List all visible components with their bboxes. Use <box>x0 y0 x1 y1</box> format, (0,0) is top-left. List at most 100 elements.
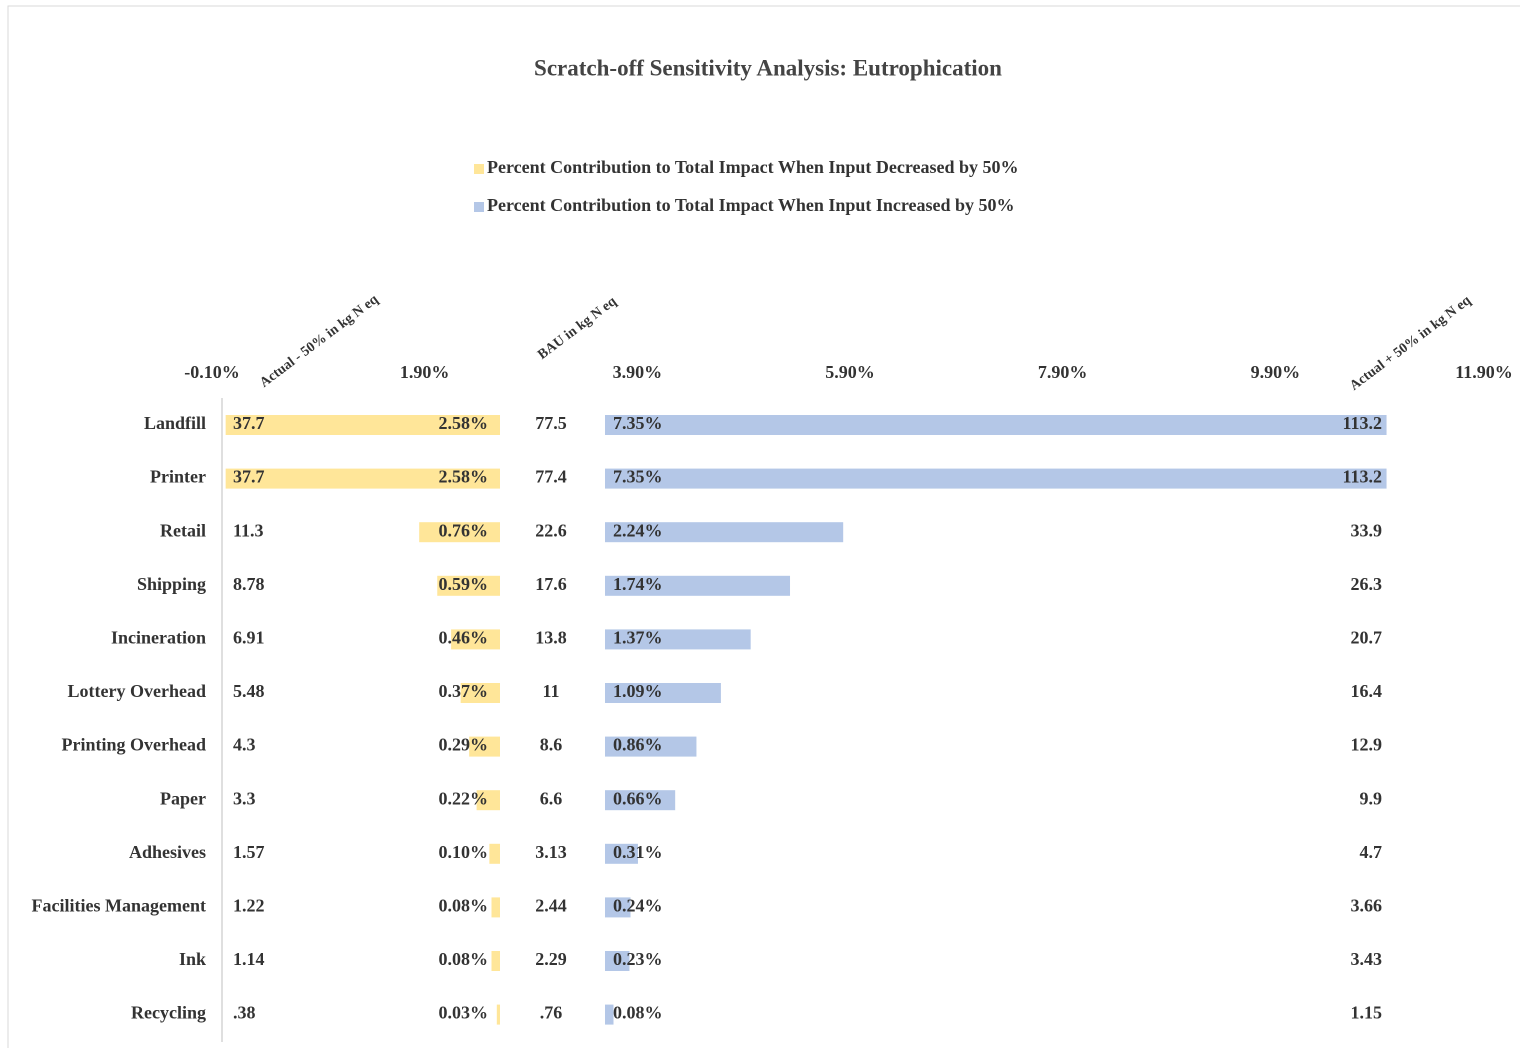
bar-increased <box>605 575 791 596</box>
column-value: 9.9 <box>1360 788 1383 808</box>
bar-decreased <box>496 1004 500 1025</box>
x-tick-label: 9.90% <box>1251 362 1301 382</box>
value-label: 0.23% <box>613 949 663 969</box>
category-label: Paper <box>160 788 206 808</box>
category-label: Ink <box>179 949 206 969</box>
column-value: 33.9 <box>1351 520 1383 540</box>
value-label: 0.86% <box>613 735 663 755</box>
bar-increased <box>605 1004 614 1025</box>
value-label: 0.76% <box>439 520 489 540</box>
column-value: 1.22 <box>233 896 265 916</box>
bar-increased <box>605 897 631 918</box>
value-label: 0.31% <box>613 842 663 862</box>
column-value: 17.6 <box>535 574 567 594</box>
x-tick-label: 3.90% <box>613 362 663 382</box>
value-label: 7.35% <box>613 413 663 433</box>
category-label: Incineration <box>111 628 206 648</box>
value-label: 1.74% <box>613 574 663 594</box>
value-label: 0.46% <box>439 628 489 648</box>
x-tick-label: -0.10% <box>184 362 240 382</box>
column-value: 3.43 <box>1351 949 1383 969</box>
column-value: 26.3 <box>1351 574 1383 594</box>
column-value: 8.78 <box>233 574 265 594</box>
column-value: 8.6 <box>540 735 563 755</box>
value-label: 0.08% <box>439 896 489 916</box>
bar-increased <box>605 790 676 811</box>
column-value: 6.91 <box>233 628 265 648</box>
category-label: Printer <box>150 467 206 487</box>
category-label: Printing Overhead <box>62 735 207 755</box>
category-label: Lottery Overhead <box>68 681 206 701</box>
legend-label: Percent Contribution to Total Impact Whe… <box>487 195 1015 215</box>
bar-increased <box>605 522 844 543</box>
value-label: 2.58% <box>439 413 489 433</box>
column-value: 2.29 <box>535 949 567 969</box>
column-value: 113.2 <box>1342 413 1382 433</box>
bar-decreased <box>225 468 500 489</box>
column-value: 5.48 <box>233 681 265 701</box>
column-value: 6.6 <box>540 788 563 808</box>
bar-increased <box>605 843 638 864</box>
column-value: 3.66 <box>1351 896 1383 916</box>
bar-increased <box>605 951 630 971</box>
category-label: Landfill <box>144 413 206 433</box>
category-label: Recycling <box>131 1003 206 1023</box>
bar-increased <box>605 629 751 650</box>
value-label: 0.10% <box>439 842 489 862</box>
bar-decreased <box>476 790 500 811</box>
column-value: 37.7 <box>233 467 265 487</box>
value-label: 0.08% <box>439 949 489 969</box>
column-value: 113.2 <box>1342 467 1382 487</box>
bar-increased <box>605 736 697 757</box>
x-tick-label: 5.90% <box>825 362 875 382</box>
bar-increased <box>605 415 1387 435</box>
value-label: 0.22% <box>439 788 489 808</box>
chart-title: Scratch-off Sensitivity Analysis: Eutrop… <box>534 55 1002 80</box>
x-tick-label: 11.90% <box>1455 362 1513 382</box>
bar-increased <box>605 683 721 703</box>
column-value: .76 <box>540 1003 563 1023</box>
value-label: 0.66% <box>613 788 663 808</box>
column-value: 16.4 <box>1351 681 1383 701</box>
column-value: 77.4 <box>535 467 567 487</box>
legend-swatch <box>474 202 484 212</box>
legend-label: Percent Contribution to Total Impact Whe… <box>487 157 1019 177</box>
legend-swatch <box>474 164 484 174</box>
bar-decreased <box>491 897 500 918</box>
bar-decreased <box>419 522 500 543</box>
value-label: 2.24% <box>613 520 663 540</box>
bar-decreased <box>489 843 500 864</box>
column-value: 20.7 <box>1351 628 1383 648</box>
value-label: 7.35% <box>613 467 663 487</box>
bar-decreased <box>460 683 500 703</box>
bar-decreased <box>451 629 500 650</box>
value-label: 0.59% <box>439 574 489 594</box>
value-label: 1.37% <box>613 628 663 648</box>
column-value: 2.44 <box>535 896 567 916</box>
column-value: 4.3 <box>233 735 256 755</box>
bar-decreased <box>437 575 500 596</box>
bar-increased <box>605 468 1387 489</box>
column-value: 11 <box>542 681 559 701</box>
column-value: 4.7 <box>1360 842 1383 862</box>
column-value: 1.14 <box>233 949 265 969</box>
value-label: 0.29% <box>439 735 489 755</box>
value-label: 0.37% <box>439 681 489 701</box>
category-label: Facilities Management <box>32 896 206 916</box>
category-label: Retail <box>160 520 206 540</box>
category-label: Shipping <box>137 574 206 594</box>
column-value: 22.6 <box>535 520 567 540</box>
column-value: 37.7 <box>233 413 265 433</box>
value-label: 1.09% <box>613 681 663 701</box>
column-value: 3.13 <box>535 842 567 862</box>
category-label: Adhesives <box>129 842 206 862</box>
value-label: 0.03% <box>439 1003 489 1023</box>
bar-decreased <box>491 951 500 971</box>
x-tick-label: 1.90% <box>400 362 450 382</box>
bar-decreased <box>225 415 500 435</box>
value-label: 0.08% <box>613 1003 663 1023</box>
column-value: 13.8 <box>535 628 567 648</box>
bar-decreased <box>469 736 500 757</box>
column-value: 11.3 <box>233 520 264 540</box>
